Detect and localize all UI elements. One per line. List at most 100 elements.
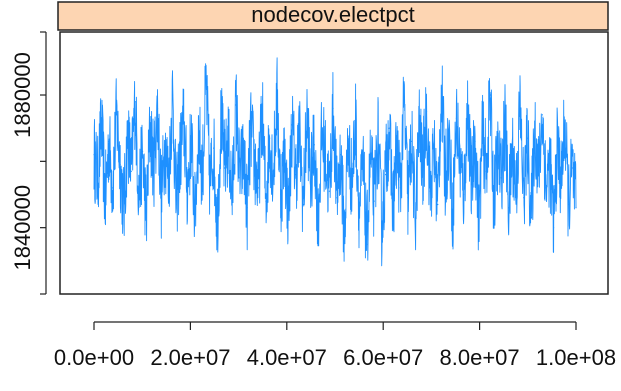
series-point — [272, 170, 274, 172]
series-point — [511, 147, 514, 149]
series-point — [437, 203, 439, 206]
series-point — [470, 184, 472, 186]
series-point — [130, 170, 132, 172]
series-point — [313, 144, 315, 146]
series-point — [213, 147, 215, 149]
series-point — [463, 193, 465, 196]
series-point — [526, 137, 529, 139]
series-point — [280, 193, 282, 196]
panel-strip-background — [57, 1, 609, 31]
series-point — [134, 101, 136, 103]
series-point — [564, 124, 566, 126]
series-point — [321, 130, 323, 133]
series-point — [257, 187, 259, 189]
series-point — [317, 220, 319, 222]
series-point — [235, 104, 237, 106]
series-point — [100, 124, 103, 126]
series-point — [310, 180, 312, 182]
series-point — [153, 167, 155, 169]
series-point — [504, 120, 506, 123]
x-tick-label: 8.0e+07 — [440, 345, 520, 370]
series-point — [455, 117, 457, 119]
series-point — [216, 223, 218, 225]
series-point — [485, 170, 487, 172]
series-point — [362, 167, 364, 169]
series-point — [474, 140, 476, 142]
x-tick-label: 1.0e+08 — [536, 345, 616, 370]
series-point — [205, 81, 207, 83]
series-point — [418, 124, 420, 126]
series-point — [489, 94, 491, 96]
series-point — [358, 210, 360, 212]
series-point — [149, 127, 151, 129]
series-point — [190, 137, 192, 139]
series-point — [429, 190, 431, 192]
series-point — [328, 190, 330, 192]
series-point — [538, 174, 540, 176]
series-point — [369, 157, 372, 159]
series-point — [231, 197, 233, 199]
y-tick-label: 1840000 — [10, 185, 35, 271]
series-point — [392, 207, 394, 209]
series-point — [142, 150, 144, 152]
series-point — [355, 120, 357, 123]
series-point — [242, 154, 245, 156]
panel-strip: nodecov.electpct — [57, 1, 609, 31]
series-point — [567, 203, 570, 206]
series-point — [298, 134, 301, 136]
series-point — [448, 134, 450, 136]
series-point — [183, 120, 185, 123]
series-point — [343, 233, 345, 235]
series-point — [250, 127, 252, 129]
series-point — [575, 207, 577, 209]
series-point — [269, 137, 271, 139]
plot-panel-border — [59, 31, 609, 295]
series-point — [284, 150, 286, 152]
series-point — [556, 144, 558, 146]
y-tick-label: 1880000 — [10, 52, 35, 138]
series-point — [541, 114, 544, 116]
series-point — [302, 203, 304, 206]
series-point — [373, 200, 375, 202]
series-point — [254, 164, 256, 166]
series-point — [399, 187, 401, 189]
series-point — [306, 114, 308, 116]
series-point — [119, 164, 121, 166]
series-point — [123, 210, 125, 212]
series-point — [478, 220, 480, 222]
series-point — [112, 187, 114, 189]
series-point — [145, 217, 147, 219]
series-point — [246, 207, 248, 209]
series-point — [523, 197, 525, 199]
x-tick-label: 0.0e+00 — [54, 345, 134, 370]
series-point — [209, 184, 211, 186]
series-layer — [93, 57, 577, 267]
series-point — [168, 180, 170, 182]
series-point — [553, 227, 555, 229]
series-point — [407, 197, 409, 199]
series-point — [440, 87, 443, 89]
series-point — [403, 101, 405, 103]
series-point — [414, 217, 416, 219]
y-axis: 1840000 1880000 — [10, 31, 47, 295]
x-axis: 0.0e+00 2.0e+07 4.0e+07 6.0e+07 8.0e+07 1.0e+… — [54, 321, 616, 370]
series-point — [545, 187, 547, 189]
series-point — [425, 111, 428, 113]
series-point — [381, 223, 383, 225]
series-point — [519, 104, 521, 106]
series-point — [347, 140, 349, 142]
series-point — [115, 114, 117, 116]
series-point — [560, 180, 562, 182]
series-point — [198, 130, 200, 133]
series-point — [175, 203, 177, 206]
series-point — [482, 130, 484, 133]
series-point — [332, 107, 334, 109]
series-point — [108, 140, 110, 142]
series-point — [325, 160, 327, 162]
x-tick-label: 6.0e+07 — [343, 345, 423, 370]
series-point — [493, 200, 495, 202]
series-point — [194, 213, 196, 215]
series-point — [138, 193, 140, 196]
series-point — [127, 134, 129, 136]
series-point — [160, 197, 162, 199]
